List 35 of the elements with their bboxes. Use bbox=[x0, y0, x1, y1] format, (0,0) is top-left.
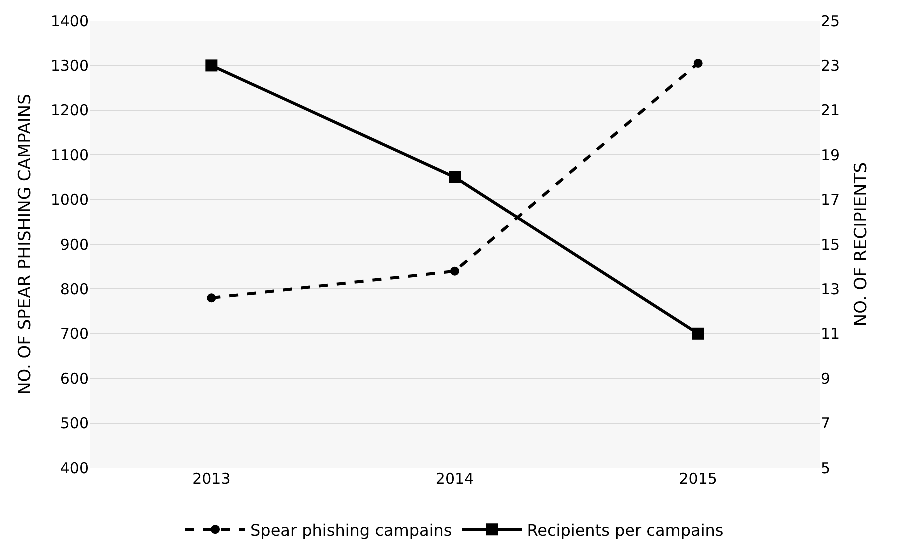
y-tick-label: 1000 bbox=[50, 191, 89, 210]
point bbox=[450, 266, 460, 276]
legend-label: Spear phishing campains bbox=[250, 520, 452, 540]
x-tick-label: 2013 bbox=[192, 470, 231, 488]
y2-tick-label: 19 bbox=[821, 146, 840, 164]
y-tick-label: 700 bbox=[60, 325, 89, 344]
y-tick-label: 800 bbox=[60, 280, 89, 298]
point bbox=[692, 328, 704, 340]
y2-tick-label: 15 bbox=[821, 236, 840, 254]
y-tick-label: 400 bbox=[60, 459, 89, 478]
y2-tick-label: 17 bbox=[821, 191, 840, 210]
y-tick-label: 900 bbox=[60, 236, 89, 254]
y-tick-label: 1300 bbox=[50, 56, 89, 75]
y-tick-label: 1100 bbox=[50, 146, 89, 164]
y2-tick-label: 21 bbox=[821, 102, 840, 120]
y2-tick-label: 13 bbox=[821, 280, 840, 298]
point bbox=[207, 294, 216, 303]
x-tick-label: 2014 bbox=[436, 470, 474, 488]
y2-tick-label: 11 bbox=[821, 325, 840, 344]
y2-tick-label: 7 bbox=[821, 414, 831, 433]
y2-tick-label: 23 bbox=[821, 56, 840, 75]
y2-axis-title: NO. OF RECIPIENTS bbox=[851, 162, 872, 327]
y-tick-label: 500 bbox=[60, 414, 89, 433]
y-axis-title: NO. OF SPEAR PHISHING CAMPAINS bbox=[15, 94, 36, 395]
point bbox=[206, 60, 218, 72]
y-tick-label: 1400 bbox=[50, 12, 89, 30]
legend-label: Recipients per campains bbox=[527, 520, 724, 540]
y2-tick-label: 25 bbox=[821, 12, 840, 30]
x-tick-label: 2015 bbox=[679, 470, 718, 488]
y2-tick-label: 5 bbox=[821, 459, 831, 478]
point bbox=[449, 171, 461, 184]
point bbox=[694, 58, 703, 68]
y-tick-label: 1200 bbox=[50, 102, 89, 120]
y2-tick-label: 9 bbox=[821, 370, 831, 388]
y-tick-label: 600 bbox=[60, 370, 89, 388]
